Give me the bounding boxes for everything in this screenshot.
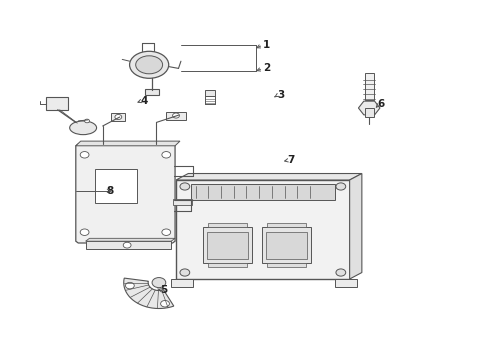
Circle shape xyxy=(162,229,170,235)
Bar xyxy=(364,73,373,100)
Bar xyxy=(364,108,373,117)
Ellipse shape xyxy=(136,56,162,74)
Bar xyxy=(172,199,192,205)
Text: 7: 7 xyxy=(286,155,294,165)
Circle shape xyxy=(335,183,345,190)
Bar xyxy=(206,232,247,259)
Bar xyxy=(265,232,306,259)
Circle shape xyxy=(162,152,170,158)
Circle shape xyxy=(115,114,122,120)
Text: 8: 8 xyxy=(106,186,113,196)
Circle shape xyxy=(152,278,165,288)
Polygon shape xyxy=(123,278,173,309)
Polygon shape xyxy=(349,174,361,279)
Circle shape xyxy=(335,269,345,276)
Text: 4: 4 xyxy=(140,96,148,106)
Polygon shape xyxy=(176,174,361,180)
Bar xyxy=(334,279,356,287)
Circle shape xyxy=(180,183,189,190)
Circle shape xyxy=(80,229,89,235)
Text: 5: 5 xyxy=(160,285,167,295)
Bar xyxy=(207,223,246,227)
Polygon shape xyxy=(76,141,180,146)
Bar xyxy=(111,113,125,121)
Bar xyxy=(85,241,171,249)
Circle shape xyxy=(160,301,169,307)
Circle shape xyxy=(180,269,189,276)
Bar xyxy=(176,180,349,279)
Circle shape xyxy=(125,282,134,289)
Bar xyxy=(203,227,251,263)
Circle shape xyxy=(172,113,179,118)
Bar xyxy=(266,223,305,227)
Circle shape xyxy=(84,119,89,123)
Ellipse shape xyxy=(129,51,168,78)
Text: 2: 2 xyxy=(263,63,269,73)
Bar xyxy=(261,227,310,263)
Bar xyxy=(145,89,159,95)
Bar xyxy=(46,97,68,110)
Polygon shape xyxy=(85,238,175,241)
Text: 1: 1 xyxy=(263,40,269,50)
Text: 3: 3 xyxy=(277,90,284,100)
Circle shape xyxy=(80,152,89,158)
Bar xyxy=(190,184,334,200)
Bar xyxy=(207,263,246,267)
Bar xyxy=(266,263,305,267)
Bar xyxy=(205,90,215,96)
Bar xyxy=(166,112,185,120)
Bar xyxy=(171,279,193,287)
Circle shape xyxy=(123,242,131,248)
Text: 6: 6 xyxy=(377,99,384,109)
Ellipse shape xyxy=(70,121,96,135)
Polygon shape xyxy=(358,101,379,115)
Polygon shape xyxy=(76,144,175,243)
Bar xyxy=(95,169,137,203)
